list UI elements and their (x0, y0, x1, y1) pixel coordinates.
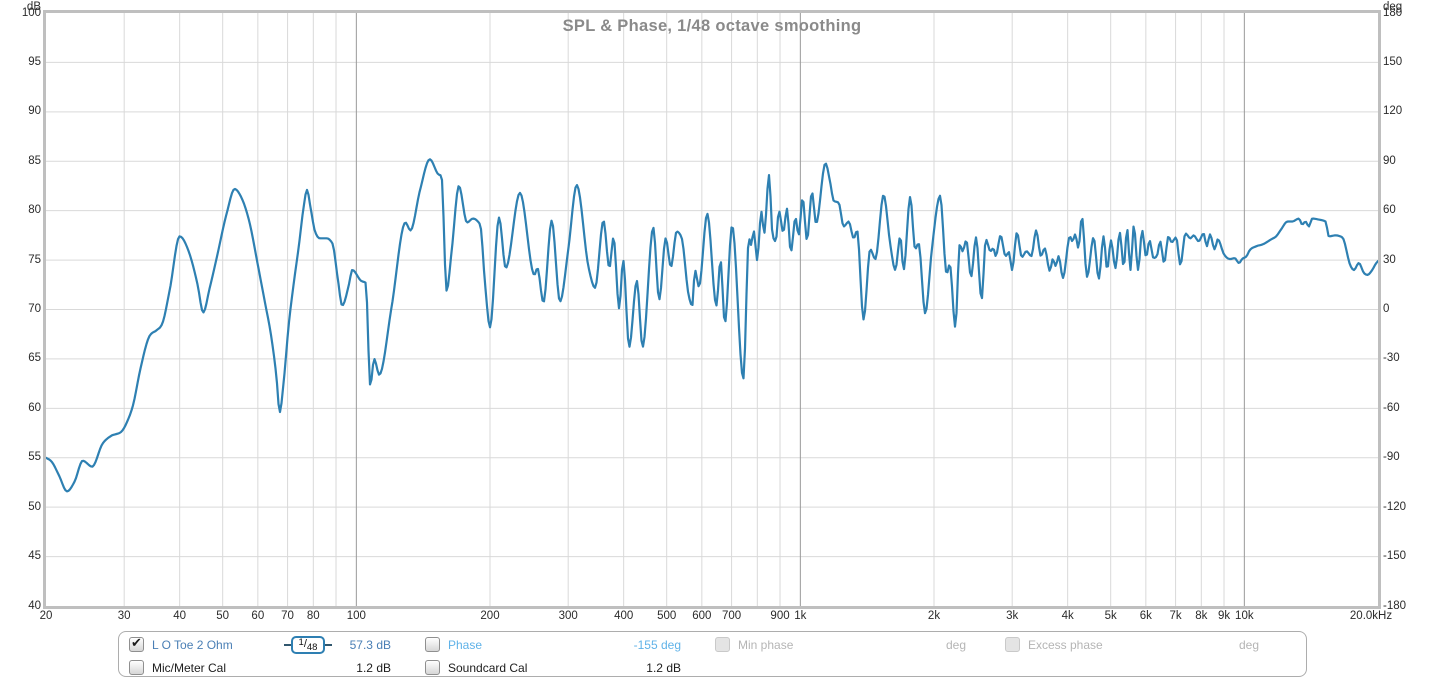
frequency-tick-label: 70 (281, 610, 294, 622)
frequency-tick-label: 6k (1139, 610, 1152, 622)
min-phase-checkbox[interactable] (715, 637, 730, 652)
mic-meter-cal-checkbox[interactable] (129, 660, 144, 675)
deg-axis-tick-label: -60 (1383, 401, 1400, 414)
db-axis-tick-label: 90 (28, 105, 41, 118)
deg-axis-tick-label: -30 (1383, 352, 1400, 365)
soundcard-cal-value: 1.2 dB (646, 661, 681, 675)
smoothing-left-stub (284, 644, 291, 646)
frequency-tick-label: 100 (346, 610, 366, 622)
frequency-tick-label: 3k (1006, 610, 1019, 622)
soundcard-cal-checkbox[interactable] (425, 660, 440, 675)
db-axis-tick-label: 95 (28, 55, 41, 68)
frequency-tick-label: 20 (39, 610, 53, 622)
phase-value-readout: -155 deg (633, 638, 681, 652)
measurement-label: L O Toe 2 Ohm (152, 638, 233, 652)
deg-axis-tick-label: -90 (1383, 451, 1400, 464)
frequency-tick-label: 10k (1235, 610, 1254, 622)
frequency-tick-label: 5k (1104, 610, 1117, 622)
db-axis-tick-label: 50 (28, 500, 41, 513)
frequency-tick-label: 30 (117, 610, 131, 622)
frequency-tick-label: 300 (558, 610, 578, 622)
excess-phase-value-readout: deg (1238, 638, 1259, 652)
right-axis-unit-label: deg (1383, 1, 1403, 13)
spl-value-readout: 57.3 dB (349, 638, 391, 652)
spl-trace (46, 158, 1378, 493)
deg-axis-tick-label: 180 (1383, 6, 1403, 19)
frequency-tick-label: 60 (251, 610, 265, 622)
deg-axis-tick-label: 150 (1383, 55, 1403, 68)
frequency-tick-label: 900 (770, 610, 790, 622)
frequency-tick-label: 200 (480, 610, 500, 622)
frequency-tick-label: 700 (721, 610, 742, 622)
deg-axis-tick-label: -150 (1383, 550, 1407, 563)
mic-meter-cal-label: Mic/Meter Cal (152, 661, 227, 675)
spl-chart-plot-area[interactable] (46, 13, 1378, 606)
deg-axis-tick-label: 60 (1383, 204, 1396, 217)
deg-axis-tick-label: 90 (1383, 154, 1396, 167)
frequency-tick-label: 80 (306, 610, 320, 622)
phase-label: Phase (448, 638, 483, 652)
deg-axis-tick-label: 0 (1383, 303, 1390, 315)
smoothing-control[interactable]: 1/48 (284, 636, 332, 654)
soundcard-cal-label: Soundcard Cal (448, 661, 528, 675)
frequency-tick-label: 600 (692, 610, 712, 622)
frequency-tick-label: 8k (1195, 610, 1208, 622)
db-axis-tick-label: 60 (28, 401, 41, 414)
left-axis-unit-label: dB (26, 1, 41, 13)
db-axis-tick-label: 65 (28, 352, 41, 365)
smoothing-right-stub (325, 644, 332, 646)
frequency-tick-label: 50 (216, 610, 230, 622)
db-axis-tick-label: 45 (28, 550, 41, 563)
deg-axis-tick-label: 30 (1383, 253, 1396, 266)
min-phase-label: Min phase (738, 638, 794, 652)
checkmark-icon: ✔ (131, 635, 142, 650)
excess-phase-checkbox[interactable] (1005, 637, 1020, 652)
frequency-tick-label: 2k (927, 610, 941, 622)
db-axis-tick-label: 70 (28, 303, 41, 315)
min-phase-value-readout: deg (945, 638, 966, 652)
frequency-tick-label: 20.0kHz (1349, 610, 1393, 622)
db-axis-tick-label: 75 (28, 253, 41, 266)
db-axis-tick-label: 55 (28, 451, 41, 464)
excess-phase-label: Excess phase (1028, 638, 1103, 652)
db-axis-tick-label: 100 (21, 6, 41, 19)
mic-meter-cal-value: 1.2 dB (356, 661, 391, 675)
frequency-tick-label: 500 (657, 610, 677, 622)
frequency-tick-label: 40 (173, 610, 187, 622)
measurement-checkbox[interactable]: ✔ (129, 635, 144, 652)
db-axis-tick-label: 85 (28, 154, 41, 167)
chart-title: SPL & Phase, 1/48 octave smoothing (562, 17, 862, 35)
deg-axis-tick-label: -180 (1383, 599, 1407, 612)
phase-checkbox[interactable] (425, 637, 440, 652)
frequency-tick-label: 9k (1217, 610, 1231, 622)
frequency-tick-label: 400 (614, 610, 634, 622)
frequency-tick-label: 7k (1169, 610, 1182, 622)
deg-axis-tick-label: 120 (1383, 105, 1403, 118)
smoothing-value: 1/48 (291, 636, 325, 654)
db-axis-tick-label: 80 (28, 204, 41, 217)
db-axis-tick-label: 40 (28, 599, 41, 612)
deg-axis-tick-label: -120 (1383, 500, 1407, 513)
frequency-tick-label: 1k (794, 610, 807, 622)
frequency-tick-label: 4k (1061, 610, 1074, 622)
legend-panel: ✔ L O Toe 2 Ohm 1/48 57.3 dB Phase -155 … (118, 631, 1307, 677)
